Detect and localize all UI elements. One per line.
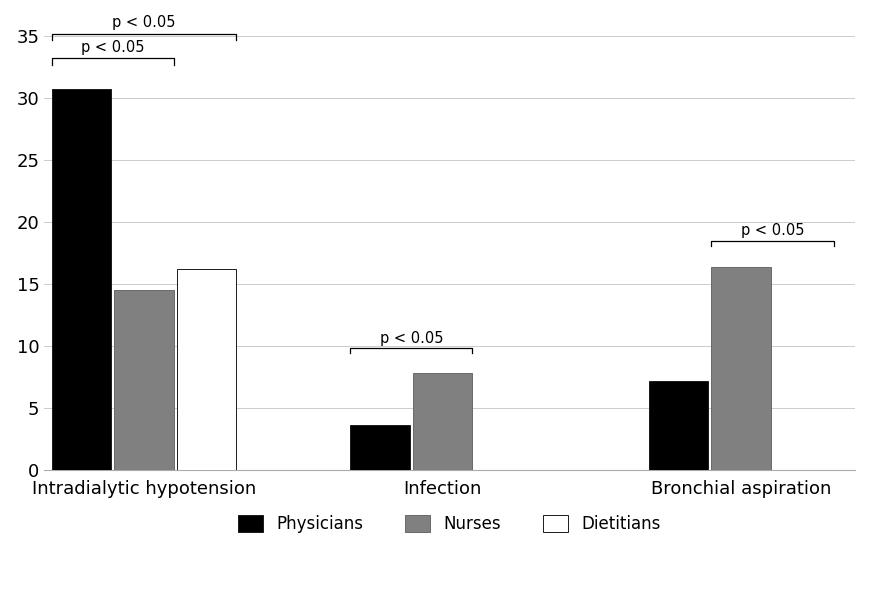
Text: p < 0.05: p < 0.05	[379, 331, 442, 346]
Bar	[51, 89, 111, 470]
Bar	[413, 373, 472, 470]
Text: p < 0.05: p < 0.05	[81, 40, 144, 56]
Legend: Physicians, Nurses, Dietitians: Physicians, Nurses, Dietitians	[231, 508, 667, 540]
Bar	[350, 425, 409, 470]
Bar	[176, 269, 235, 470]
Bar	[114, 290, 174, 470]
Text: p < 0.05: p < 0.05	[112, 15, 176, 30]
Bar	[648, 381, 707, 470]
Text: p < 0.05: p < 0.05	[740, 223, 803, 238]
Bar	[711, 267, 770, 470]
